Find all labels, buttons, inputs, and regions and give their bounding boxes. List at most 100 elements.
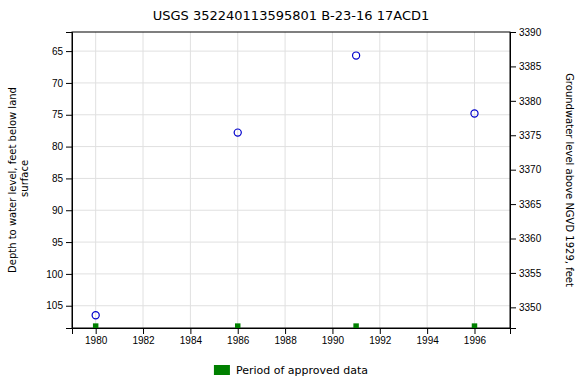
tick: 80 <box>52 141 72 152</box>
grid-line <box>285 32 286 328</box>
tick-label: 3360 <box>519 233 542 244</box>
series <box>92 52 478 319</box>
tick-mark <box>66 83 72 84</box>
tick-label: 105 <box>46 300 63 311</box>
point <box>353 52 360 59</box>
grid-line <box>332 32 333 328</box>
tick-mark <box>510 101 516 102</box>
tick-mark <box>66 274 72 275</box>
period-marker <box>472 323 477 328</box>
chart: 1980198219841986198819901992199419966570… <box>0 0 576 384</box>
tick-label: 3390 <box>519 27 542 38</box>
grid-line <box>72 305 510 306</box>
tick-label: 1988 <box>274 335 297 346</box>
tick-mark <box>510 239 516 240</box>
tick-mark <box>510 32 516 33</box>
tick-mark <box>332 328 333 334</box>
y-axis-title: Depth to water level, feet below land su… <box>7 87 30 273</box>
tick-mark <box>474 328 475 334</box>
marks <box>92 52 478 328</box>
tick: 3350 <box>510 302 542 313</box>
tick-mark <box>190 328 191 334</box>
period-marker <box>235 323 240 328</box>
tick: 1996 <box>464 328 487 346</box>
point <box>92 312 99 319</box>
legend: Period of approved data <box>214 364 368 377</box>
tick-mark <box>66 51 72 52</box>
tick-mark <box>510 204 516 205</box>
title: USGS 352240113595801 B-23-16 17ACD1 <box>153 8 430 23</box>
tick-label: 3375 <box>519 130 542 141</box>
tick: 105 <box>46 300 72 311</box>
tick: 1986 <box>227 328 250 346</box>
tick: 3375 <box>510 130 542 141</box>
tick-mark <box>510 273 516 274</box>
tick-mark <box>143 328 144 334</box>
tick: 1990 <box>322 328 345 346</box>
tick: 70 <box>52 78 72 89</box>
tick: 1994 <box>417 328 440 346</box>
tick-mark <box>380 328 381 334</box>
tick: 90 <box>52 205 72 216</box>
tick: 1980 <box>85 328 108 346</box>
grid-line <box>379 32 380 328</box>
period-marker <box>353 323 358 328</box>
tick-mark <box>285 328 286 334</box>
tick-mark <box>510 135 516 136</box>
tick: 3370 <box>510 164 542 175</box>
tick: 3355 <box>510 268 542 279</box>
legend-swatch <box>214 365 230 375</box>
y2-axis-title: Groundwater level above NGVD 1929, feet <box>564 73 575 287</box>
point <box>471 110 478 117</box>
tick: 1992 <box>369 328 392 346</box>
grid-line <box>237 32 238 328</box>
grid-line <box>72 242 510 243</box>
x-axis: 198019821984198619881990199219941996 <box>73 328 511 346</box>
tick-label: 1980 <box>85 335 108 346</box>
axis-line <box>73 329 511 335</box>
tick-label: 75 <box>52 109 64 120</box>
legend-item: Period of approved data <box>214 364 368 377</box>
tick: 1988 <box>274 328 297 346</box>
tick-mark <box>66 147 72 148</box>
tick-mark <box>66 210 72 211</box>
grid-line <box>72 273 510 274</box>
tick-label: 1992 <box>369 335 392 346</box>
tick-mark <box>238 328 239 334</box>
tick-label: 95 <box>52 237 64 248</box>
tick-label: 1990 <box>322 335 345 346</box>
grid-line <box>427 32 428 328</box>
grid-line <box>190 32 191 328</box>
tick-mark <box>510 66 516 67</box>
period-marker <box>93 323 98 328</box>
tick-label: 85 <box>52 173 64 184</box>
tick: 85 <box>52 173 72 184</box>
tick-mark <box>66 178 72 179</box>
tick-mark <box>96 328 97 334</box>
tick-label: 3350 <box>519 302 542 313</box>
tick: 95 <box>52 237 72 248</box>
tick: 3360 <box>510 233 542 244</box>
grid <box>72 32 510 328</box>
grid-line <box>474 32 475 328</box>
plot-frame <box>72 32 510 328</box>
y-axis: 65 70 75 80 85 90 95 100 105 <box>46 33 72 329</box>
plot: 1980198219841986198819901992199419966570… <box>46 27 541 346</box>
tick-label: 3355 <box>519 268 542 279</box>
tick-label: 1996 <box>464 335 487 346</box>
tick-mark <box>510 307 516 308</box>
grid-line <box>72 82 510 83</box>
tick-mark <box>427 328 428 334</box>
grid-line <box>72 51 510 52</box>
tick-label: 3380 <box>519 96 542 107</box>
tick-mark <box>66 242 72 243</box>
tick-label: 100 <box>46 269 63 280</box>
tick: 3385 <box>510 61 542 72</box>
tick: 3390 <box>510 27 542 38</box>
axis-line <box>66 33 73 329</box>
tick-label: 65 <box>52 46 64 57</box>
series <box>93 323 477 328</box>
tick-label: 90 <box>52 205 64 216</box>
grid-line <box>72 210 510 211</box>
tick-label: 80 <box>52 141 64 152</box>
